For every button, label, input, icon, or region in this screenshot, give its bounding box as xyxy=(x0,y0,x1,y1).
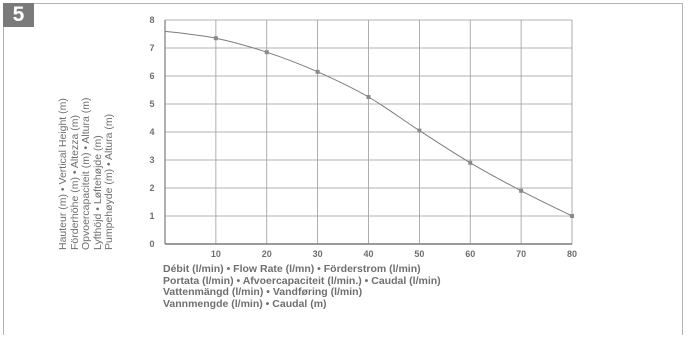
y-tick-label: 7 xyxy=(149,43,154,53)
chart-frame xyxy=(3,3,683,335)
x-tick-label: 70 xyxy=(516,249,526,259)
axes xyxy=(164,20,572,245)
x-axis-label-line: Vannmengde (l/min) • Caudal (m) xyxy=(163,297,327,310)
x-tick-label: 80 xyxy=(567,249,577,259)
data-point xyxy=(417,128,422,133)
y-axis-label: Hauteur (m) • Vertical Height (m) Förder… xyxy=(57,98,126,250)
data-point xyxy=(570,214,574,218)
figure-number-badge: 5 xyxy=(3,3,34,27)
x-axis-label-line: Vattenmängd (l/min) • Vandføring (l/min) xyxy=(163,286,363,299)
data-point xyxy=(315,69,320,74)
x-tick-label: 30 xyxy=(313,249,323,259)
x-tick-label: 60 xyxy=(465,249,475,259)
y-tick-label: 8 xyxy=(149,15,154,25)
y-tick-label: 6 xyxy=(149,71,154,81)
y-tick-label: 2 xyxy=(149,183,154,193)
y-tick-label: 4 xyxy=(149,127,154,137)
x-tick-labels: 10 20 30 40 50 60 70 80 xyxy=(211,249,577,259)
x-tick-label: 10 xyxy=(211,249,221,259)
data-point xyxy=(519,188,524,193)
x-tick-label: 40 xyxy=(363,249,373,259)
x-axis-label-line: Débit (l/min) • Flow Rate (l/mn) • Förde… xyxy=(163,263,421,275)
grid xyxy=(165,19,573,244)
y-tick-label: 1 xyxy=(149,211,154,221)
y-tick-label: 3 xyxy=(149,155,154,165)
y-tick-label: 0 xyxy=(149,239,154,249)
x-tick-label: 50 xyxy=(414,249,424,259)
x-tick-label: 20 xyxy=(262,249,272,259)
x-axis-label: Débit (l/min) • Flow Rate (l/mn) • Förde… xyxy=(163,263,633,310)
data-point xyxy=(366,95,371,99)
y-axis-label-line: Pumpehøyde (m) • Altura (m) xyxy=(103,113,116,250)
data-point xyxy=(264,50,269,55)
data-point xyxy=(213,36,218,41)
data-point xyxy=(468,160,473,165)
y-tick-label: 5 xyxy=(149,99,154,109)
y-axis-label-line: Hauteur (m) • Vertical Height (m) xyxy=(57,98,69,250)
y-tick-labels: 0 1 2 3 4 5 6 7 8 xyxy=(149,15,154,249)
series-layer xyxy=(164,30,574,218)
x-axis-label-line: Portata (l/min) • Afvoercapaciteit (l/mi… xyxy=(163,274,441,287)
